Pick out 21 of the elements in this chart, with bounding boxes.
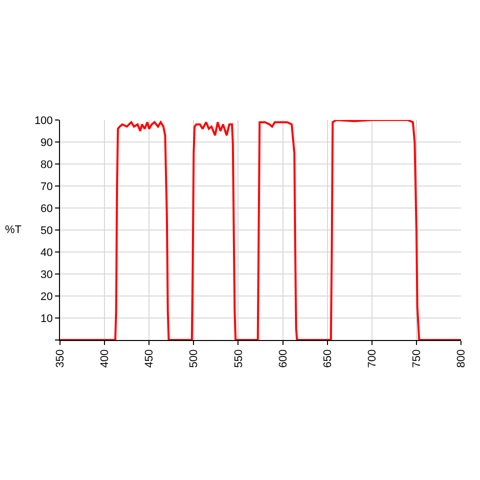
y-axis-title: %T <box>5 224 22 236</box>
x-tick-label: 600 <box>277 349 290 368</box>
y-tick-label: 80 <box>40 158 53 171</box>
y-tick-label: 40 <box>40 246 53 259</box>
x-tick-label: 400 <box>99 349 112 368</box>
x-tick-label: 450 <box>144 349 156 368</box>
y-tick-label: 100 <box>34 114 53 127</box>
x-tick-label: 350 <box>54 349 67 368</box>
y-tick-label: 50 <box>40 224 53 237</box>
y-tick-label: 90 <box>40 136 53 149</box>
x-tick-label: 750 <box>411 349 424 368</box>
x-tick-label: 700 <box>366 349 378 368</box>
y-tick-label: 20 <box>40 290 53 303</box>
y-tick-label: 60 <box>40 202 53 215</box>
x-tick-label: 500 <box>188 349 200 368</box>
x-tick-label: 550 <box>232 349 245 368</box>
y-tick-label: 30 <box>40 268 53 281</box>
x-tick-label: 800 <box>456 349 468 368</box>
x-tick-label: 650 <box>322 349 334 368</box>
y-tick-label: 70 <box>40 180 53 193</box>
y-tick-label: 10 <box>40 312 53 325</box>
